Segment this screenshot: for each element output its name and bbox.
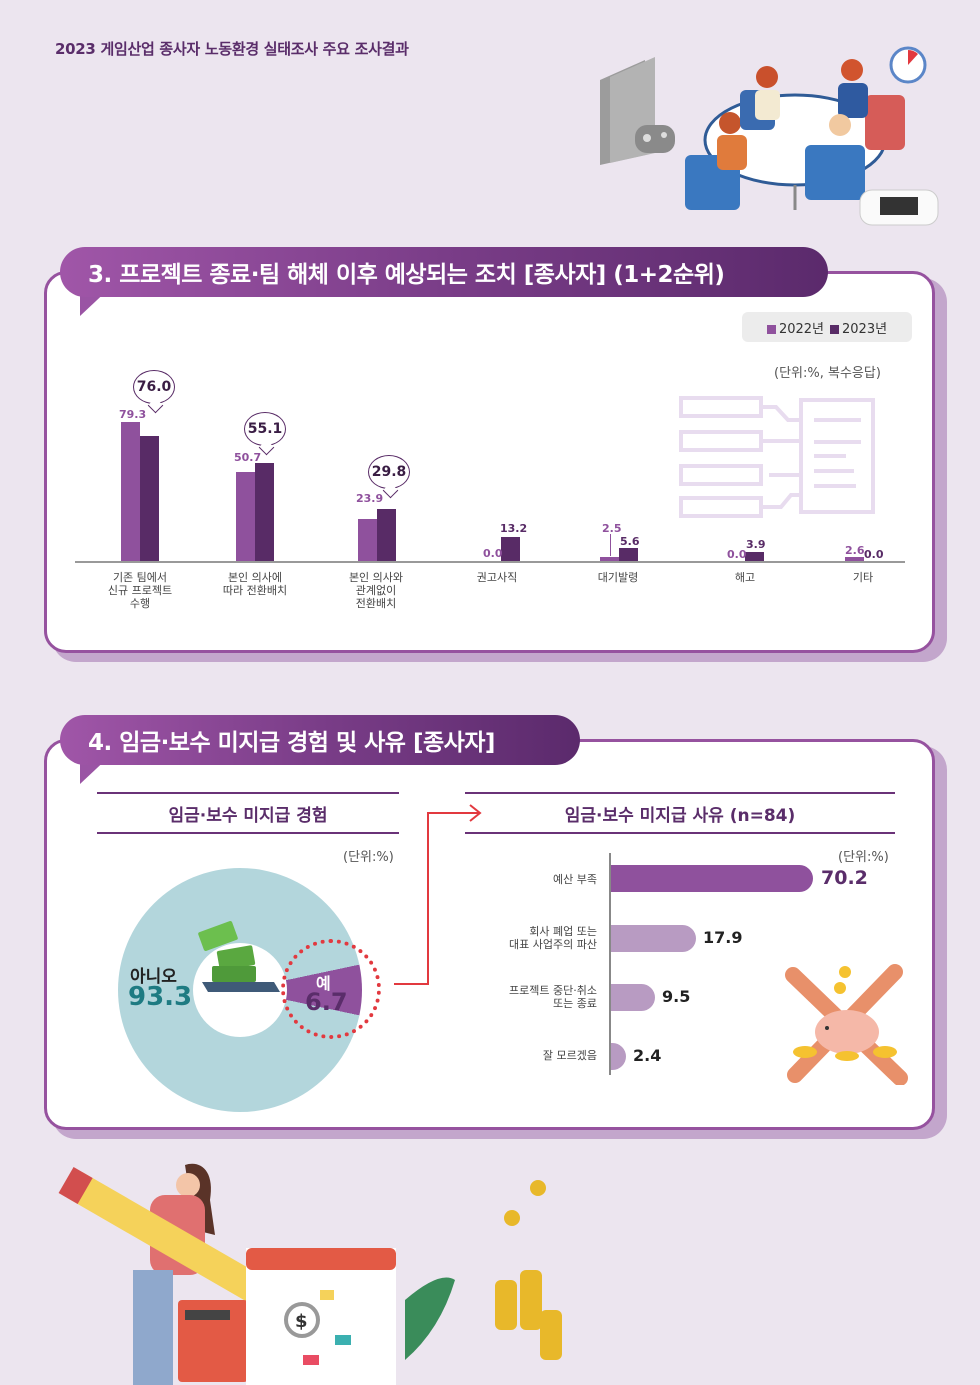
hbar-value-1: 70.2	[821, 867, 868, 889]
value-2023-g3-bubble: 29.8	[368, 455, 410, 489]
left-unit: (단위:%)	[343, 850, 394, 865]
hbar-axis	[609, 853, 611, 1075]
donut-yes-value: 6.7	[305, 988, 348, 1016]
hbar-value-4: 2.4	[633, 1046, 662, 1065]
document-title: 2023 게임산업 종사자 노동환경 실태조사 주요 조사결과	[55, 40, 409, 58]
donut-no-label: 아니오	[130, 967, 177, 987]
right-unit: (단위:%)	[838, 850, 889, 865]
bar-2022-g7	[845, 557, 864, 561]
bar-2023-g1	[140, 436, 159, 561]
hbar-value-2: 17.9	[703, 928, 743, 947]
leader-line-g5	[610, 534, 611, 556]
value-2022-g2: 50.7	[234, 451, 262, 464]
donut-no-value: 93.3	[128, 982, 193, 1012]
bar-2022-g1	[121, 422, 140, 561]
category-label-g6: 해고	[734, 571, 756, 584]
value-2022-g3: 23.9	[356, 492, 384, 505]
bar-2023-g2	[255, 463, 274, 561]
hbar-value-3: 9.5	[662, 987, 691, 1006]
category-label-g5: 대기발령	[597, 571, 639, 584]
value-2023-g7: 0.0	[864, 548, 884, 561]
section3-unit: (단위:%, 복수응답)	[774, 366, 881, 381]
bar-2023-g6	[745, 552, 764, 561]
x-axis	[75, 561, 905, 563]
bar-2023-g4	[501, 537, 520, 561]
value-2023-g4: 13.2	[500, 522, 528, 535]
hbar-3	[611, 984, 655, 1011]
value-2022-g4: 0.0	[483, 547, 503, 560]
section4-heading: 4. 임금·보수 미지급 경험 및 사유 [종사자]	[60, 715, 580, 765]
value-2022-g6: 0.0	[727, 548, 747, 561]
category-label-g3: 본인 의사와 관계없이 전환배치	[348, 571, 404, 610]
section4-heading-text: 4. 임금·보수 미지급 경험 및 사유 [종사자]	[88, 730, 495, 756]
category-label-g7: 기타	[852, 571, 874, 584]
hbar-4	[611, 1043, 626, 1070]
legend-item-2022: 2022년	[766, 318, 824, 337]
value-2023-g2-bubble: 55.1	[244, 412, 286, 446]
piggy-bank-crossed-illustration	[785, 964, 908, 1085]
bottom-illustration: $	[58, 1163, 562, 1385]
hbar-label-4: 잘 모르겠음	[542, 1049, 597, 1062]
section3-heading-text: 3. 프로젝트 종료·팀 해체 이후 예상되는 조치 [종사자] (1+2순위)	[88, 262, 725, 288]
bar-2022-g2	[236, 472, 255, 561]
meeting-illustration	[600, 46, 939, 226]
legend-item-2023: 2023년	[830, 318, 887, 337]
category-label-g4: 권고사직	[476, 571, 518, 584]
hbar-label-3: 프로젝트 중단·취소 또는 종료	[509, 984, 597, 1010]
donut-yes-label: 예	[316, 974, 331, 993]
left-subtitle: 임금·보수 미지급 경험	[97, 792, 399, 834]
category-label-g1: 기존 팀에서 신규 프로젝트 수행	[107, 571, 173, 610]
hbar-2	[611, 925, 696, 952]
value-2023-g6: 3.9	[746, 538, 766, 551]
bar-2023-g3	[377, 509, 396, 561]
bar-2022-g5	[600, 557, 619, 561]
bar-2023-g5	[619, 548, 638, 561]
value-2022-g1: 79.3	[119, 408, 147, 421]
category-label-g2: 본인 의사에 따라 전환배치	[222, 571, 288, 597]
value-2022-g7: 2.6	[845, 544, 865, 557]
value-2022-g5: 2.5	[602, 522, 622, 535]
svg-text:$: $	[295, 1311, 308, 1332]
flow-diagram-icon	[679, 396, 875, 518]
section3-heading: 3. 프로젝트 종료·팀 해체 이후 예상되는 조치 [종사자] (1+2순위)	[60, 247, 828, 297]
hbar-label-2: 회사 폐업 또는 대표 사업주의 파산	[509, 925, 597, 951]
hbar-1	[611, 865, 813, 892]
right-subtitle: 임금·보수 미지급 사유 (n=84)	[465, 792, 895, 834]
connector-arrow-icon	[394, 804, 482, 985]
value-2023-g5: 5.6	[620, 535, 640, 548]
hbar-label-1: 예산 부족	[553, 873, 597, 886]
bar-2022-g3	[358, 519, 377, 561]
highlight-ring	[281, 939, 381, 1039]
value-2023-g1-bubble: 76.0	[133, 370, 175, 404]
money-phone-illustration	[198, 921, 280, 992]
chart-legend: 2022년 2023년	[742, 312, 912, 342]
